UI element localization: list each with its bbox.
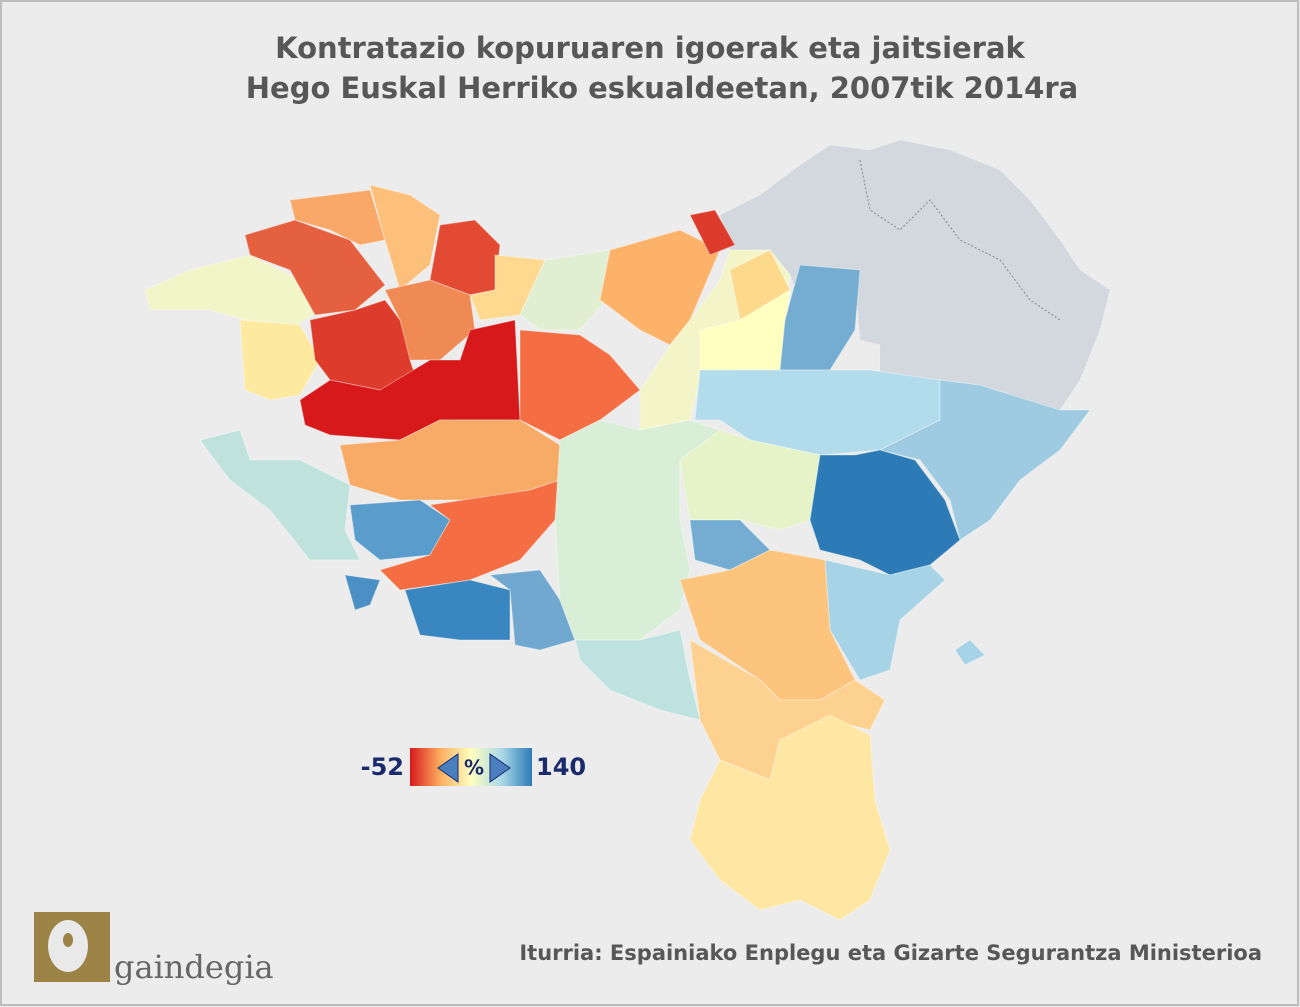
region [519, 329, 641, 441]
region [344, 574, 381, 611]
map [144, 139, 1111, 921]
legend-arrow [489, 753, 511, 783]
legend: -52 % 140 [361, 748, 586, 786]
source: Iturria: Espainiako Enplegu eta Gizarte … [519, 941, 1262, 965]
border [859, 159, 1061, 321]
legend-arrow [437, 753, 459, 783]
region [199, 429, 361, 561]
region [954, 639, 986, 666]
legend-unit: % [464, 756, 484, 780]
region [809, 449, 961, 576]
logo-text: gaindegia [114, 948, 274, 986]
title-line: Hego Euskal Herriko eskualdeetan, 2007ti… [246, 71, 1078, 105]
region [369, 184, 441, 291]
region [689, 714, 891, 921]
region [289, 189, 386, 246]
legend-max: 140 [536, 753, 586, 781]
logo: gaindegia [34, 912, 274, 986]
logo-mark [63, 933, 73, 947]
region [719, 139, 1111, 411]
region [404, 579, 511, 641]
legend-min: -52 [361, 753, 404, 781]
region [239, 319, 321, 401]
region [144, 254, 321, 331]
region [554, 419, 722, 641]
region [299, 319, 521, 441]
region [488, 569, 576, 651]
legend-gradient [410, 748, 532, 786]
region [689, 209, 736, 256]
region [824, 559, 946, 681]
title-line: Kontratazio kopuruaren igoerak eta jaits… [275, 31, 1025, 65]
